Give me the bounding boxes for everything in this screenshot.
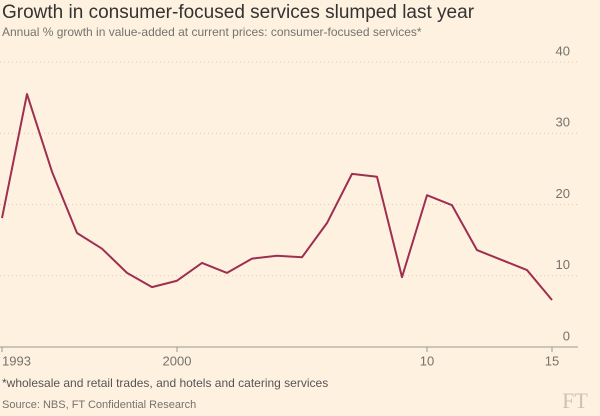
y-tick-label: 10 [556, 257, 570, 272]
footnote: *wholesale and retail trades, and hotels… [2, 376, 328, 390]
y-tick-label: 30 [556, 115, 570, 130]
logo: FT [562, 388, 588, 413]
x-tick-label: 1993 [2, 353, 31, 368]
y-tick-label: 40 [556, 43, 570, 58]
x-tick-label: 15 [545, 353, 559, 368]
y-tick-label: 0 [563, 328, 570, 343]
y-tick-label: 20 [556, 186, 570, 201]
x-tick-label: 10 [420, 353, 434, 368]
series-line [1, 93, 553, 301]
x-tick-label: 2000 [163, 353, 192, 368]
chart-subtitle: Annual % growth in value-added at curren… [2, 25, 422, 39]
source: Source: NBS, FT Confidential Research [2, 399, 196, 411]
chart-title: Growth in consumer-focused services slum… [2, 2, 475, 23]
